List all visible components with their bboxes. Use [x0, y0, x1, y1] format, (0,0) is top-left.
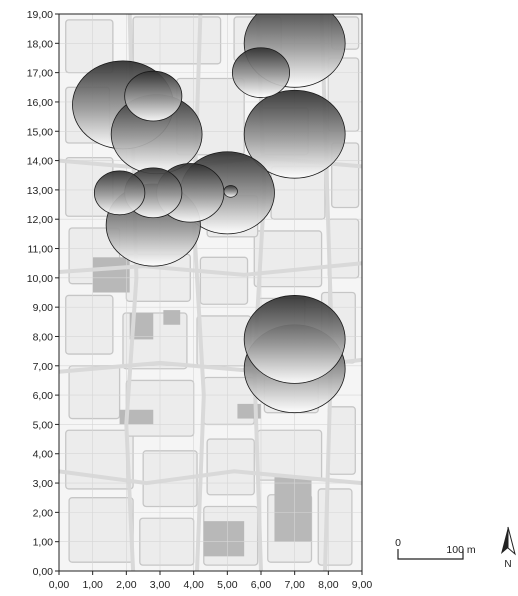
x-tick-label: 8,00 — [318, 579, 339, 591]
map-block — [132, 16, 222, 65]
y-tick-label: 15,00 — [27, 126, 53, 138]
map-block — [196, 315, 252, 367]
map-block — [68, 365, 121, 420]
y-tick-label: 12,00 — [27, 214, 53, 226]
y-tick-label: 13,00 — [27, 185, 53, 197]
north-arrow-icon — [501, 527, 508, 554]
bubbles — [72, 14, 346, 414]
x-tick-label: 7,00 — [284, 579, 305, 591]
north-label: N — [504, 559, 511, 570]
y-tick-label: 5,00 — [33, 419, 54, 431]
y-tick-label: 1,00 — [33, 537, 54, 549]
map-building — [163, 310, 181, 325]
scale-label-end: 100 m — [446, 544, 475, 556]
scale-label-start: 0 — [395, 537, 401, 549]
y-tick-label: 9,00 — [33, 302, 54, 314]
y-tick-label: 3,00 — [33, 478, 54, 490]
y-tick-label: 14,00 — [27, 156, 53, 168]
y-tick-label: 2,00 — [33, 507, 54, 519]
bubble-point — [93, 170, 146, 216]
x-tick-label: 6,00 — [251, 579, 272, 591]
map-block — [327, 406, 356, 475]
y-tick-label: 16,00 — [27, 97, 53, 109]
map-block — [331, 142, 360, 209]
north-arrow: N — [501, 526, 516, 570]
bubble-point — [223, 185, 238, 198]
axes: 0,00 1,00 2,00 3,00 4,00 5,00 6,00 7,00 8,00 9,00… — [27, 9, 373, 591]
y-tick-label: 0,00 — [33, 566, 54, 578]
bubble-point — [124, 70, 183, 122]
map-building — [92, 257, 130, 293]
map-road — [59, 469, 362, 486]
map-block — [317, 488, 353, 566]
map-building — [203, 521, 245, 557]
y-tick-label: 8,00 — [33, 331, 54, 343]
y-tick-label: 17,00 — [27, 68, 53, 80]
x-tick-label: 1,00 — [82, 579, 103, 591]
map-building — [129, 313, 154, 340]
scale-bar-line — [397, 549, 464, 560]
y-tick-label: 4,00 — [33, 449, 54, 461]
map-block — [199, 256, 249, 305]
map-block — [206, 438, 255, 496]
bubble-point — [243, 89, 346, 179]
map-block — [68, 497, 134, 563]
x-tick-label: 9,00 — [352, 579, 373, 591]
y-tick-label: 6,00 — [33, 390, 54, 402]
y-tick-label: 7,00 — [33, 361, 54, 373]
bubble-point — [243, 295, 346, 384]
y-tick-label: 10,00 — [27, 273, 53, 285]
scale-bar: 0 100 m — [395, 537, 476, 560]
y-tick-label: 11,00 — [28, 244, 54, 256]
map-block — [253, 230, 323, 288]
x-tick-label: 2,00 — [116, 579, 137, 591]
y-tick-label: 19,00 — [27, 9, 53, 21]
x-tick-label: 3,00 — [150, 579, 171, 591]
x-tick-label: 0,00 — [49, 579, 70, 591]
x-tick-label: 4,00 — [183, 579, 204, 591]
y-tick-label: 18,00 — [27, 38, 53, 50]
bubble-point — [231, 47, 291, 98]
map-building — [274, 477, 312, 542]
map-block — [65, 294, 114, 355]
plot-frame — [58, 13, 363, 572]
x-tick-label: 5,00 — [217, 579, 238, 591]
